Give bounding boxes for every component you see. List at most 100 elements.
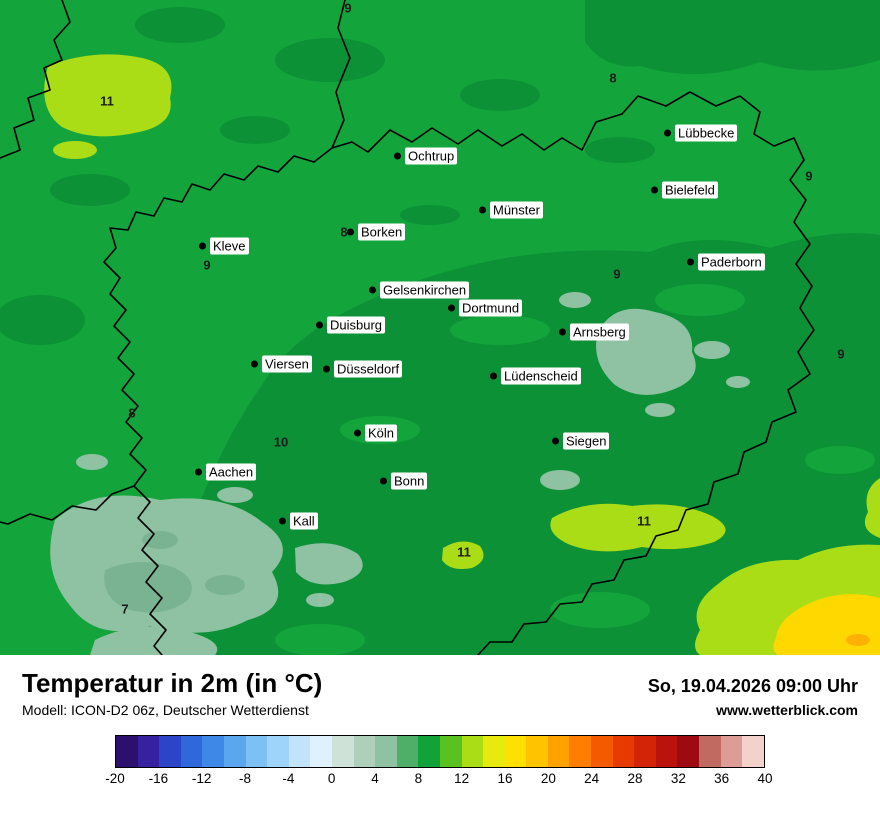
city-label: Ochtrup — [405, 147, 458, 165]
city-marker: Dortmund — [448, 299, 523, 317]
legend-color-segment — [396, 736, 419, 767]
legend-color-segment — [720, 736, 743, 767]
city-label: Paderborn — [698, 253, 765, 271]
legend-tick-label: -12 — [191, 771, 212, 786]
temp-value-label: 11 — [637, 513, 651, 529]
city-marker: Münster — [479, 201, 543, 219]
legend-color-segment — [655, 736, 678, 767]
temp-value-label: 9 — [203, 257, 211, 273]
city-label: Düsseldorf — [334, 360, 403, 378]
temp-value-label: 9 — [805, 168, 813, 184]
legend-color-segment — [159, 736, 181, 767]
city-label: Gelsenkirchen — [380, 281, 470, 299]
legend-color-segment — [245, 736, 268, 767]
legend-color-segment — [137, 736, 160, 767]
city-dot-icon — [651, 186, 658, 194]
legend-tick-label: 36 — [714, 771, 730, 786]
city-dot-icon — [448, 304, 455, 312]
city-marker: Bonn — [380, 472, 428, 490]
legend-color-segment — [116, 736, 138, 767]
temp-value-label: 9 — [613, 266, 621, 282]
color-scale-legend: -20 -16 -12 -8 -4 0 4 8 12 16 20 24 28 32 36 40 — [105, 735, 773, 791]
city-dot-icon — [479, 206, 486, 214]
city-dot-icon — [251, 360, 258, 368]
temp-value-label: 8 — [609, 70, 617, 86]
model-info: Modell: ICON-D2 06z, Deutscher Wetterdie… — [22, 702, 309, 718]
map-graphic — [0, 0, 880, 655]
city-dot-icon — [687, 258, 694, 266]
legend-color-segment — [483, 736, 505, 767]
city-marker: Siegen — [552, 432, 610, 450]
city-dot-icon — [279, 517, 286, 525]
legend-color-segment — [331, 736, 354, 767]
city-dot-icon — [394, 152, 401, 160]
legend-color-segment — [526, 736, 548, 767]
temp-value-label: 8 — [340, 224, 348, 240]
legend-color-segment — [223, 736, 246, 767]
legend-color-segment — [569, 736, 592, 767]
city-marker: Borken — [347, 223, 406, 241]
legend-color-segment — [547, 736, 570, 767]
city-label: Bonn — [391, 472, 428, 490]
legend-tick-label: 4 — [371, 771, 379, 786]
legend-tick-label: 16 — [497, 771, 513, 786]
city-label: Duisburg — [327, 316, 386, 334]
legend-tick-label: 32 — [670, 771, 686, 786]
city-marker: Paderborn — [687, 253, 765, 271]
city-marker: Lüdenscheid — [490, 367, 581, 385]
city-label: Lüdenscheid — [501, 367, 581, 385]
legend-color-segment — [634, 736, 656, 767]
legend-tick-label: 0 — [327, 771, 336, 786]
city-marker: Köln — [354, 424, 398, 442]
city-label: Köln — [365, 424, 398, 442]
legend-color-segment — [699, 736, 721, 767]
legend-tick-label: 12 — [454, 771, 470, 786]
legend-color-segment — [310, 736, 332, 767]
city-label: Viersen — [262, 355, 312, 373]
city-dot-icon — [490, 372, 497, 380]
city-marker: Gelsenkirchen — [369, 281, 470, 299]
legend-tick-label: -20 — [105, 771, 125, 786]
temp-value-label: 10 — [273, 434, 289, 450]
legend-color-segment — [461, 736, 484, 767]
weather-map: 9 11 8 9 9 8 9 9 8 10 11 11 7 Ochtrup Lübbecke Münster… — [0, 0, 880, 655]
city-dot-icon — [347, 228, 354, 236]
temp-value-label: 8 — [128, 405, 136, 421]
city-label: Kleve — [210, 237, 249, 255]
legend-color-segment — [439, 736, 462, 767]
legend-color-segment — [202, 736, 224, 767]
legend-bar — [115, 735, 765, 768]
city-label: Aachen — [206, 463, 257, 481]
city-marker: Viersen — [251, 355, 312, 373]
temp-layer: 9 11 8 9 9 8 9 9 8 10 11 11 7 — [100, 0, 845, 617]
city-label: Arnsberg — [570, 323, 629, 341]
temp-value-label: 9 — [837, 346, 845, 362]
city-marker: Kall — [279, 512, 318, 530]
city-label: Borken — [358, 223, 406, 241]
legend-color-segment — [612, 736, 635, 767]
legend-color-segment — [677, 736, 700, 767]
city-dot-icon — [316, 321, 323, 329]
city-marker: Düsseldorf — [323, 360, 403, 378]
legend-tick-label: -16 — [148, 771, 169, 786]
page-title: Temperatur in 2m (in °C) — [22, 668, 323, 698]
legend-color-segment — [180, 736, 203, 767]
legend-color-segment — [742, 736, 764, 767]
city-marker: Lübbecke — [664, 124, 738, 142]
temp-value-label: 9 — [344, 0, 352, 16]
legend-color-segment — [353, 736, 376, 767]
legend-color-segment — [375, 736, 397, 767]
legend-ticks: -20 -16 -12 -8 -4 0 4 8 12 16 20 24 28 32 36 40 — [105, 771, 772, 791]
city-label: Siegen — [563, 432, 610, 450]
legend-tick-label: 8 — [414, 771, 423, 786]
city-dot-icon — [380, 477, 387, 485]
website-url: www.wetterblick.com — [716, 702, 858, 718]
city-dot-icon — [552, 437, 559, 445]
legend-color-segment — [418, 736, 440, 767]
city-dot-icon — [369, 286, 376, 294]
city-marker: Duisburg — [316, 316, 386, 334]
city-label: Lübbecke — [675, 124, 738, 142]
city-label: Kall — [290, 512, 318, 530]
city-layer: Ochtrup Lübbecke Münster Bielefeld Borken Kle… — [195, 124, 765, 530]
temp-value-label: 11 — [100, 93, 114, 109]
